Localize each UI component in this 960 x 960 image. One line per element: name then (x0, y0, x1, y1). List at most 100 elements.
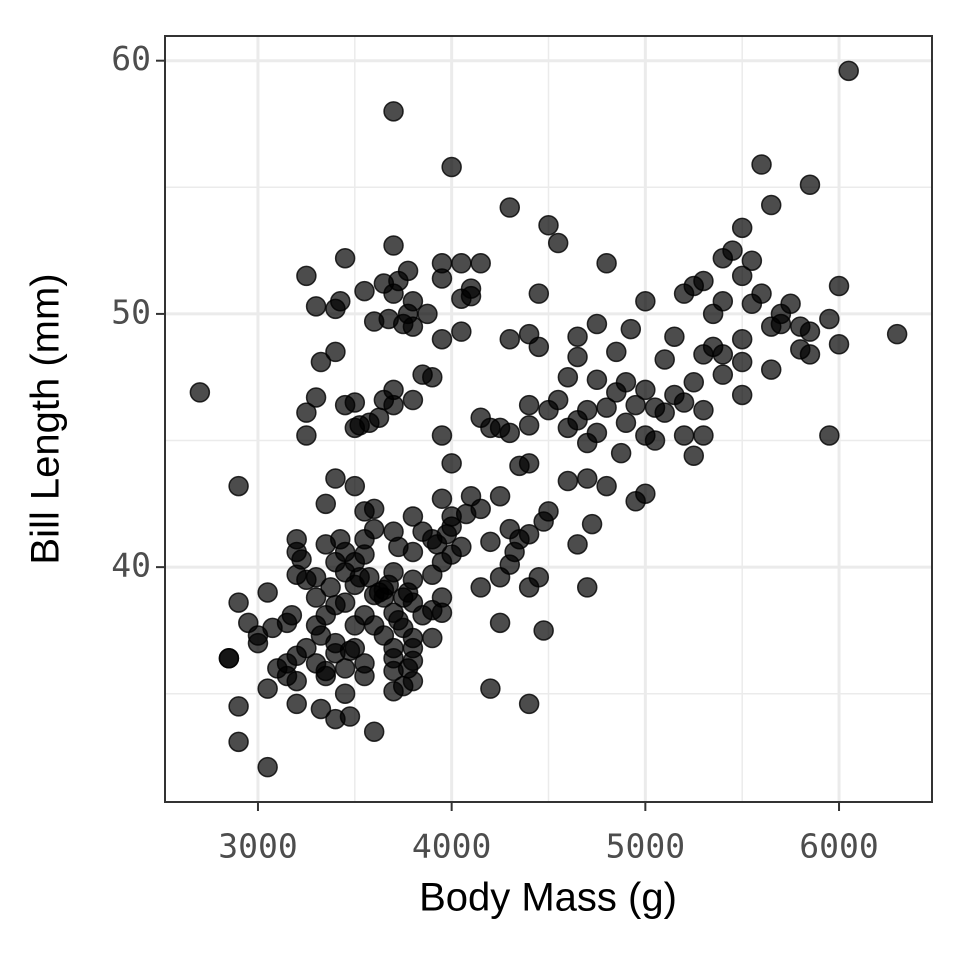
point (247, 632, 269, 654)
point (402, 291, 424, 312)
point (334, 247, 356, 269)
point (683, 372, 705, 393)
point (218, 648, 240, 669)
point (431, 328, 453, 350)
point (296, 265, 317, 287)
point (383, 637, 404, 659)
point (557, 470, 579, 492)
point (664, 326, 685, 347)
point (334, 592, 356, 613)
point (383, 101, 404, 122)
point (576, 399, 598, 421)
point (615, 372, 637, 393)
point (228, 731, 249, 753)
point (291, 549, 312, 570)
point (886, 323, 908, 345)
point (305, 296, 327, 317)
point (533, 620, 554, 641)
point (693, 425, 714, 446)
point (722, 240, 743, 261)
y-tick-label: 60 (111, 39, 151, 78)
point (654, 349, 675, 370)
point (315, 493, 337, 515)
point (296, 637, 317, 659)
point (547, 232, 569, 254)
point (683, 445, 705, 466)
point (673, 425, 695, 446)
point (673, 392, 695, 413)
point (489, 485, 511, 507)
point (334, 658, 356, 679)
point (402, 316, 424, 337)
point (286, 529, 307, 550)
point (228, 475, 249, 497)
point (470, 498, 491, 520)
point (731, 265, 753, 287)
point (451, 321, 472, 342)
point (189, 382, 211, 403)
point (819, 425, 840, 446)
point (635, 483, 656, 504)
point (305, 387, 327, 408)
point (383, 235, 404, 256)
point (770, 313, 792, 335)
point (344, 637, 366, 659)
point (441, 453, 462, 474)
point (257, 756, 278, 778)
point (586, 313, 608, 335)
point (431, 488, 453, 510)
point (305, 567, 327, 588)
point (470, 253, 491, 274)
point (402, 506, 424, 527)
point (286, 670, 307, 692)
point (712, 344, 734, 365)
point (363, 498, 385, 520)
point (397, 260, 419, 282)
plot-border (164, 35, 933, 803)
y-tick-label: 40 (111, 546, 151, 585)
point (325, 341, 346, 363)
x-tick-label: 6000 (799, 827, 878, 866)
point (760, 194, 782, 216)
point (441, 156, 462, 178)
point (344, 475, 366, 497)
point (417, 303, 438, 325)
point (451, 253, 472, 274)
point (838, 60, 859, 82)
point (518, 394, 540, 416)
point (489, 612, 511, 634)
point (731, 217, 753, 239)
point (576, 468, 598, 489)
x-tick-label: 3000 (218, 827, 297, 866)
point (228, 592, 249, 613)
point (596, 397, 617, 418)
point (480, 531, 501, 553)
point (731, 384, 753, 406)
point (431, 587, 453, 608)
point (712, 364, 734, 385)
point (310, 351, 332, 373)
point (518, 523, 540, 545)
point (693, 270, 714, 292)
point (635, 291, 656, 312)
point (538, 215, 559, 236)
point (576, 577, 598, 598)
point (828, 275, 850, 297)
point (615, 412, 637, 434)
x-tick-label: 4000 (412, 827, 491, 866)
y-tick-label: 50 (111, 292, 151, 331)
point (334, 683, 356, 704)
point (422, 627, 443, 649)
point (547, 389, 569, 411)
point (257, 678, 278, 699)
point (344, 392, 366, 413)
point (751, 283, 772, 304)
point (620, 318, 642, 340)
point (451, 536, 472, 558)
point (557, 366, 579, 388)
point (509, 455, 530, 477)
point (305, 587, 327, 608)
point (499, 328, 521, 350)
point (596, 253, 617, 274)
